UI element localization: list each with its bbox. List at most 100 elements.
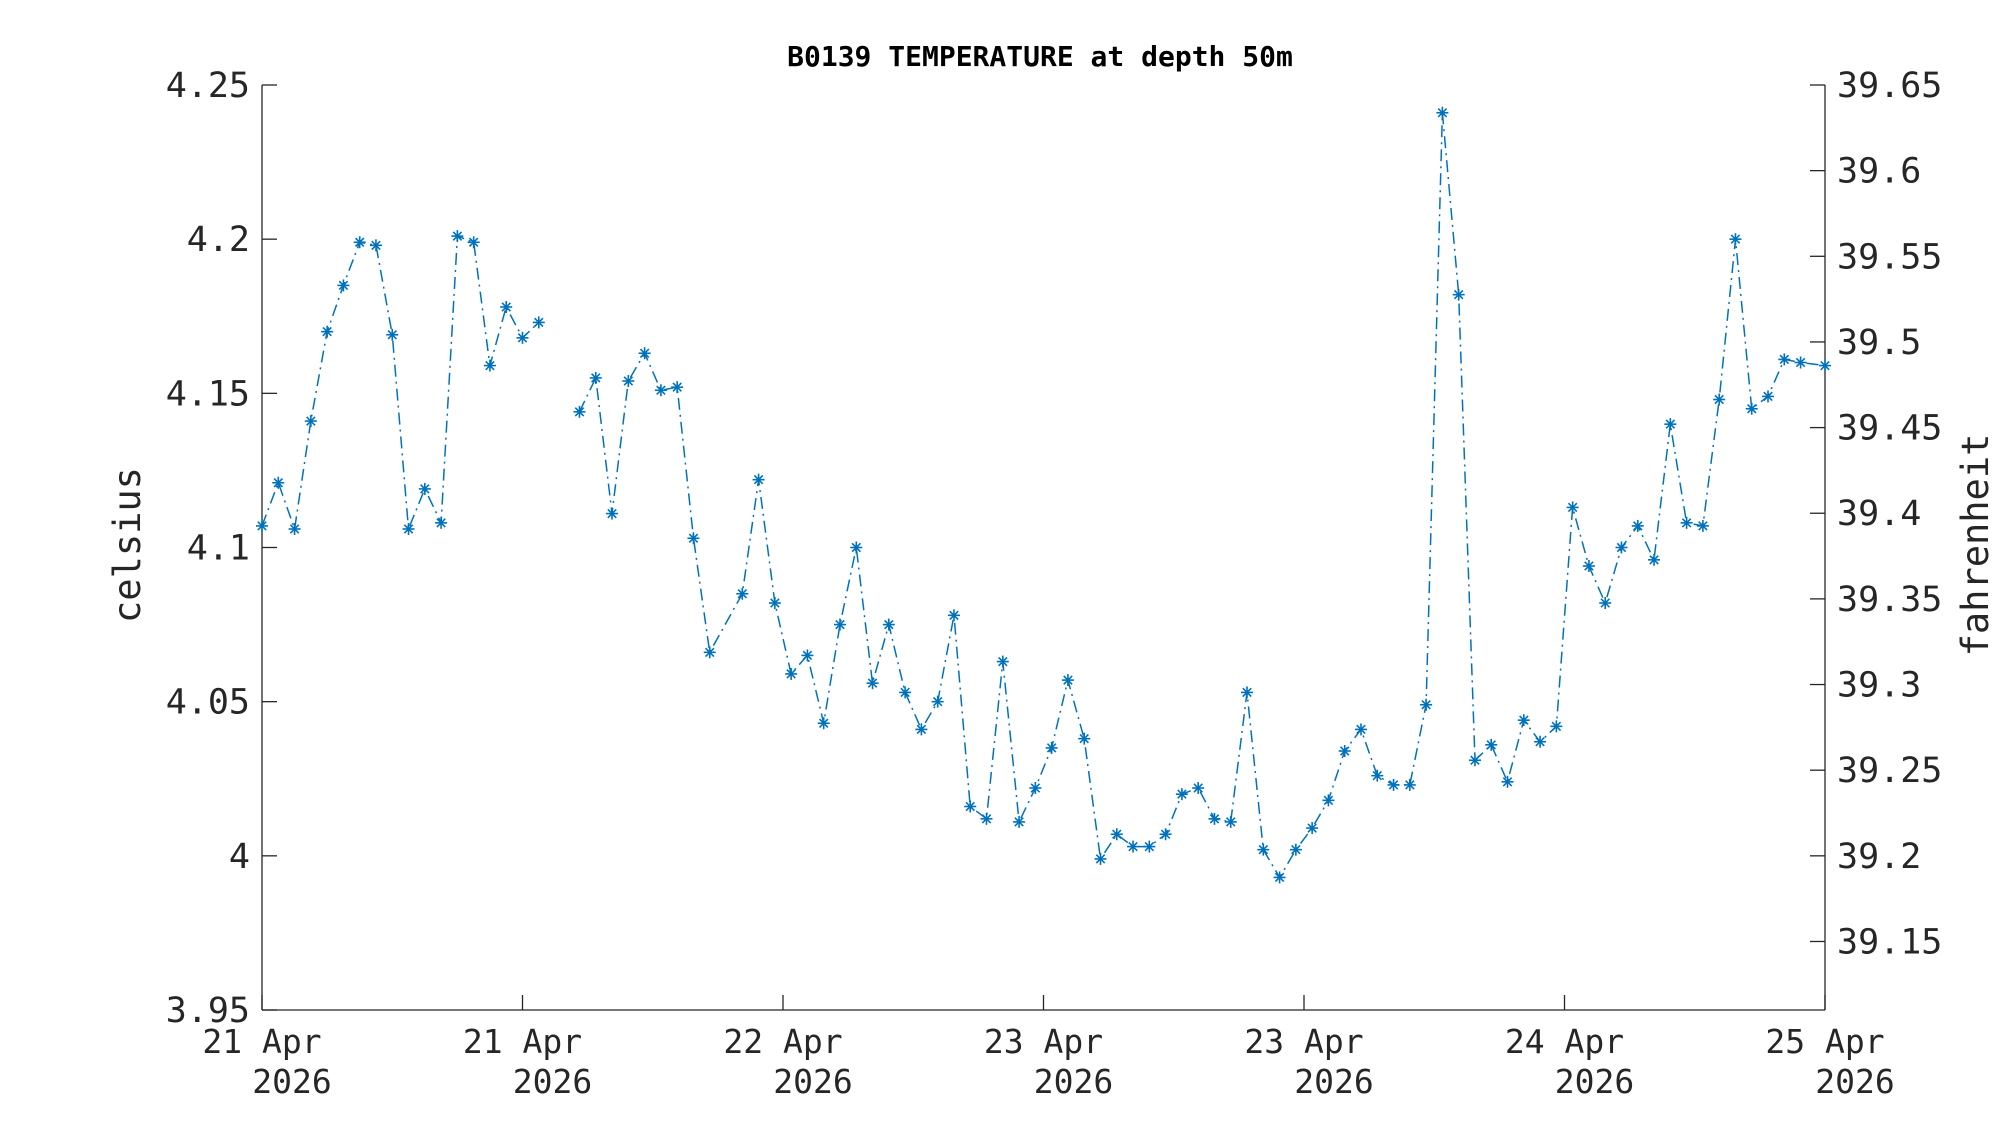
data-point-marker [516,331,529,344]
data-point-marker [1452,288,1465,301]
y-axis-label-right: fahrenheit [1954,434,1997,657]
x-tick-label-year: 2026 [773,1062,852,1101]
data-point-marker [337,279,350,292]
data-point-marker [1078,732,1091,745]
data-point-marker [1436,106,1449,119]
y-tick-label-right: 39.3 [1837,666,1921,706]
y-tick-label-right: 39.6 [1837,152,1921,192]
data-point-marker [654,384,667,397]
data-point-marker [451,230,464,243]
data-point-marker [1127,840,1140,853]
data-point-marker [1045,741,1058,754]
data-point-marker [369,239,382,252]
data-point-marker [1257,843,1270,856]
data-point-marker [1599,597,1612,609]
x-tick-label-date: 23 Apr [1244,1022,1363,1061]
data-point-marker [1159,828,1172,841]
data-point-marker [687,532,700,545]
data-point-marker [1762,390,1775,403]
series-temperature [256,106,1831,884]
data-point-marker [1778,353,1791,366]
data-point-marker [866,677,879,690]
data-point-marker [573,405,586,418]
data-point-marker [256,519,268,532]
data-point-marker [947,609,960,622]
data-point-marker [418,482,431,495]
data-point-marker [606,507,619,520]
data-point-marker [1420,698,1433,711]
data-point-marker [1338,745,1351,757]
data-point-marker [304,415,317,428]
data-point-marker [1550,720,1563,733]
data-point-marker [1582,560,1595,572]
data-point-marker [622,375,635,387]
data-point-marker [1241,686,1254,699]
data-point-marker [996,655,1009,668]
x-tick-label-date: 24 Apr [1505,1022,1624,1061]
y-tick-label-right: 39.65 [1837,66,1942,106]
y-tick-label-right: 39.35 [1837,580,1942,620]
y-tick-label-right: 39.2 [1837,837,1921,877]
data-point-marker [899,686,912,699]
y-tick-label-left: 4.25 [166,66,250,106]
y-tick-label-left: 4.2 [187,220,250,260]
y-tick-label-left: 4 [229,837,250,877]
data-point-marker [980,812,993,825]
data-point-marker [882,618,895,631]
data-point-marker [1094,852,1107,865]
data-point-marker [736,587,749,600]
data-point-marker [1322,794,1335,807]
data-point-marker [1061,674,1074,687]
data-point-marker [1029,782,1042,794]
x-tick-label-year: 2026 [1815,1062,1894,1101]
data-point-marker [386,328,399,341]
x-tick-label-year: 2026 [513,1062,592,1101]
data-point-marker [402,523,415,535]
y-tick-label-left: 3.95 [166,991,250,1031]
data-point-marker [1143,840,1156,853]
x-tick-label-date: 21 Apr [202,1022,321,1061]
y-tick-label-right: 39.15 [1837,922,1942,962]
chart-title: B0139 TEMPERATURE at depth 50m [787,40,1293,73]
data-point-marker [1794,356,1807,369]
data-point-marker [532,316,545,329]
data-point-marker [500,301,513,313]
data-point-marker [964,800,977,813]
data-point-marker [1615,541,1628,554]
data-point-marker [1013,815,1026,828]
data-point-marker [1664,418,1677,431]
data-point-marker [1306,822,1319,835]
data-point-marker [768,597,781,609]
data-point-marker [1713,393,1726,406]
data-point-marker [1729,233,1742,246]
y-tick-label-right: 39.45 [1837,409,1942,449]
x-tick-label-year: 2026 [1294,1062,1373,1101]
data-point-marker [817,717,830,730]
y-tick-label-right: 39.55 [1837,237,1942,277]
series-line-segment [578,112,1826,879]
data-point-marker [1289,843,1302,856]
data-point-marker [272,476,285,489]
y-tick-label-left: 4.15 [166,374,250,414]
x-tick-label-date: 21 Apr [463,1022,582,1061]
y-tick-label-right: 39.25 [1837,751,1942,791]
data-point-marker [467,236,480,249]
y-tick-label-left: 4.1 [187,529,250,569]
data-point-marker [1175,788,1188,801]
data-point-marker [1680,516,1693,529]
data-point-marker [1696,519,1709,532]
data-point-marker [801,649,814,662]
data-point-marker [1110,828,1123,841]
data-point-marker [1273,871,1286,884]
y-tick-label-right: 39.4 [1837,494,1921,534]
data-point-marker [288,523,301,535]
x-tick-label-date: 23 Apr [984,1022,1103,1061]
data-point-marker [321,325,334,338]
x-tick-label-year: 2026 [1034,1062,1113,1101]
data-point-marker [1403,778,1416,791]
data-point-marker [483,359,496,372]
x-tick-label-year: 2026 [1555,1062,1634,1101]
y-axis-label-left: celsius [106,467,149,623]
